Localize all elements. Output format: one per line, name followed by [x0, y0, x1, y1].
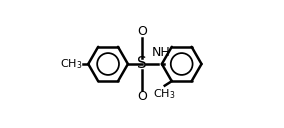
Text: S: S: [137, 56, 147, 72]
Text: CH$_3$: CH$_3$: [60, 57, 83, 71]
Text: O: O: [137, 25, 147, 38]
Text: O: O: [137, 90, 147, 103]
Text: CH$_3$: CH$_3$: [153, 87, 175, 101]
Text: NH: NH: [152, 46, 171, 59]
